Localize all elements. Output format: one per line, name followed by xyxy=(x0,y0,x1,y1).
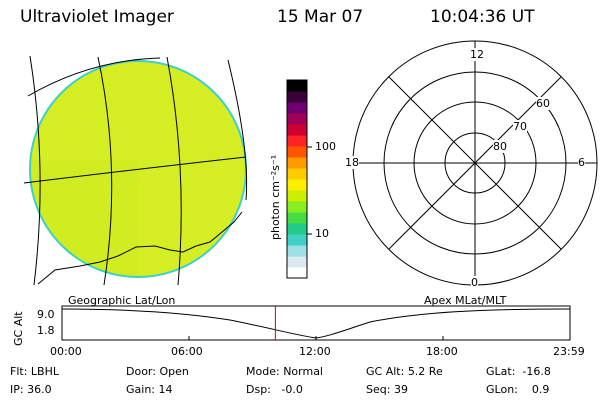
lon-line xyxy=(166,56,182,286)
lon-line xyxy=(97,56,113,286)
coastline xyxy=(37,211,243,285)
color-bar-segment xyxy=(287,179,307,191)
ip-info-label: IP: xyxy=(10,383,24,396)
glon-info: GLon: 0.9 xyxy=(486,383,549,396)
mode-info-label: Mode: xyxy=(246,365,280,378)
mode-info-value: Normal xyxy=(283,365,323,378)
lat-label-60: 60 xyxy=(536,97,550,110)
color-bar-segment xyxy=(287,80,307,92)
lon-line xyxy=(227,59,248,201)
color-bar-segment xyxy=(287,91,307,103)
color-bar-segment xyxy=(287,256,307,268)
color-bar-segment xyxy=(287,234,307,246)
gc-alt-info-value: 5.2 Re xyxy=(407,365,443,378)
x-tick-label: 23:59 xyxy=(553,345,585,358)
lat-label-80: 80 xyxy=(493,140,507,153)
dsp-info-value: -0.0 xyxy=(281,383,303,396)
gain-info-value: 14 xyxy=(158,383,173,396)
color-bar-segment xyxy=(287,190,307,202)
color-bar-segment xyxy=(287,223,307,235)
color-bar-segment xyxy=(287,201,307,213)
x-tick-label: 00:00 xyxy=(50,345,82,358)
glon-info-value: 0.9 xyxy=(531,383,550,396)
color-bar-segment xyxy=(287,157,307,169)
x-tick-label: 06:00 xyxy=(171,345,203,358)
gain-info: Gain: 14 xyxy=(126,383,173,396)
dsp-info-label: Dsp: xyxy=(246,383,271,396)
lat-line xyxy=(23,156,247,184)
color-bar-segment xyxy=(287,212,307,224)
geographic-label: Geographic Lat/Lon xyxy=(68,294,176,307)
lat-line xyxy=(27,57,161,97)
color-bar-tick-label: 100 xyxy=(315,140,336,153)
gc-alt-info-label: GC Alt: xyxy=(366,365,405,378)
filter-info-label: Flt: xyxy=(10,365,28,378)
door-info: Door: Open xyxy=(126,365,189,378)
color-bar-segment xyxy=(287,124,307,136)
color-bar-segment xyxy=(287,102,307,114)
color-bar-segment xyxy=(287,113,307,125)
filter-info-value: LBHL xyxy=(30,365,59,378)
x-tick-label: 12:00 xyxy=(299,345,331,358)
lat-label-70: 70 xyxy=(513,120,527,133)
gain-info-label: Gain: xyxy=(126,383,155,396)
time-label: 10:04:36 UT xyxy=(430,7,535,27)
gc-alt-info: GC Alt: 5.2 Re xyxy=(366,365,443,378)
door-info-label: Door: xyxy=(126,365,156,378)
glat-info-value: -16.8 xyxy=(522,365,551,378)
color-bar-segment xyxy=(287,267,307,279)
door-info-value: Open xyxy=(159,365,189,378)
app-title: Ultraviolet Imager xyxy=(20,7,174,27)
color-bar-segment xyxy=(287,135,307,147)
color-bar-segment xyxy=(287,146,307,158)
mlt-label-18: 18 xyxy=(345,156,359,169)
color-bar-tick-label: 10 xyxy=(315,227,329,240)
mlt-label-6: 6 xyxy=(578,156,585,169)
lon-line xyxy=(29,55,41,286)
color-bar-segments xyxy=(287,80,307,279)
mlt-label-0: 0 xyxy=(471,276,478,289)
glon-info-label: GLon: xyxy=(486,383,518,396)
mlt-label-12: 12 xyxy=(469,48,485,61)
altitude-curve xyxy=(61,308,571,339)
glat-info-label: GLat: xyxy=(486,365,516,378)
y-tick-label: 1.8 xyxy=(37,324,55,337)
apex-label: Apex MLat/MLT xyxy=(424,294,507,307)
filter-info: Flt: LBHL xyxy=(10,365,59,378)
lat-lon-grid xyxy=(23,55,248,286)
glat-info: GLat: -16.8 xyxy=(486,365,551,378)
seq-info: Seq: 39 xyxy=(366,383,408,396)
dsp-info: Dsp: -0.0 xyxy=(246,383,303,396)
color-bar-segment xyxy=(287,245,307,257)
x-tick-label: 18:00 xyxy=(426,345,458,358)
ip-info-value: 36.0 xyxy=(27,383,52,396)
date-label: 15 Mar 07 xyxy=(277,7,364,27)
color-bar-segment xyxy=(287,168,307,180)
mode-info: Mode: Normal xyxy=(246,365,323,378)
ip-info: IP: 36.0 xyxy=(10,383,52,396)
color-bar-frame xyxy=(286,79,308,279)
polar-axis-diagonal xyxy=(388,76,562,250)
seq-info-label: Seq: xyxy=(366,383,391,396)
seq-info-value: 39 xyxy=(393,383,408,396)
y-tick-label: 9.0 xyxy=(37,308,55,321)
